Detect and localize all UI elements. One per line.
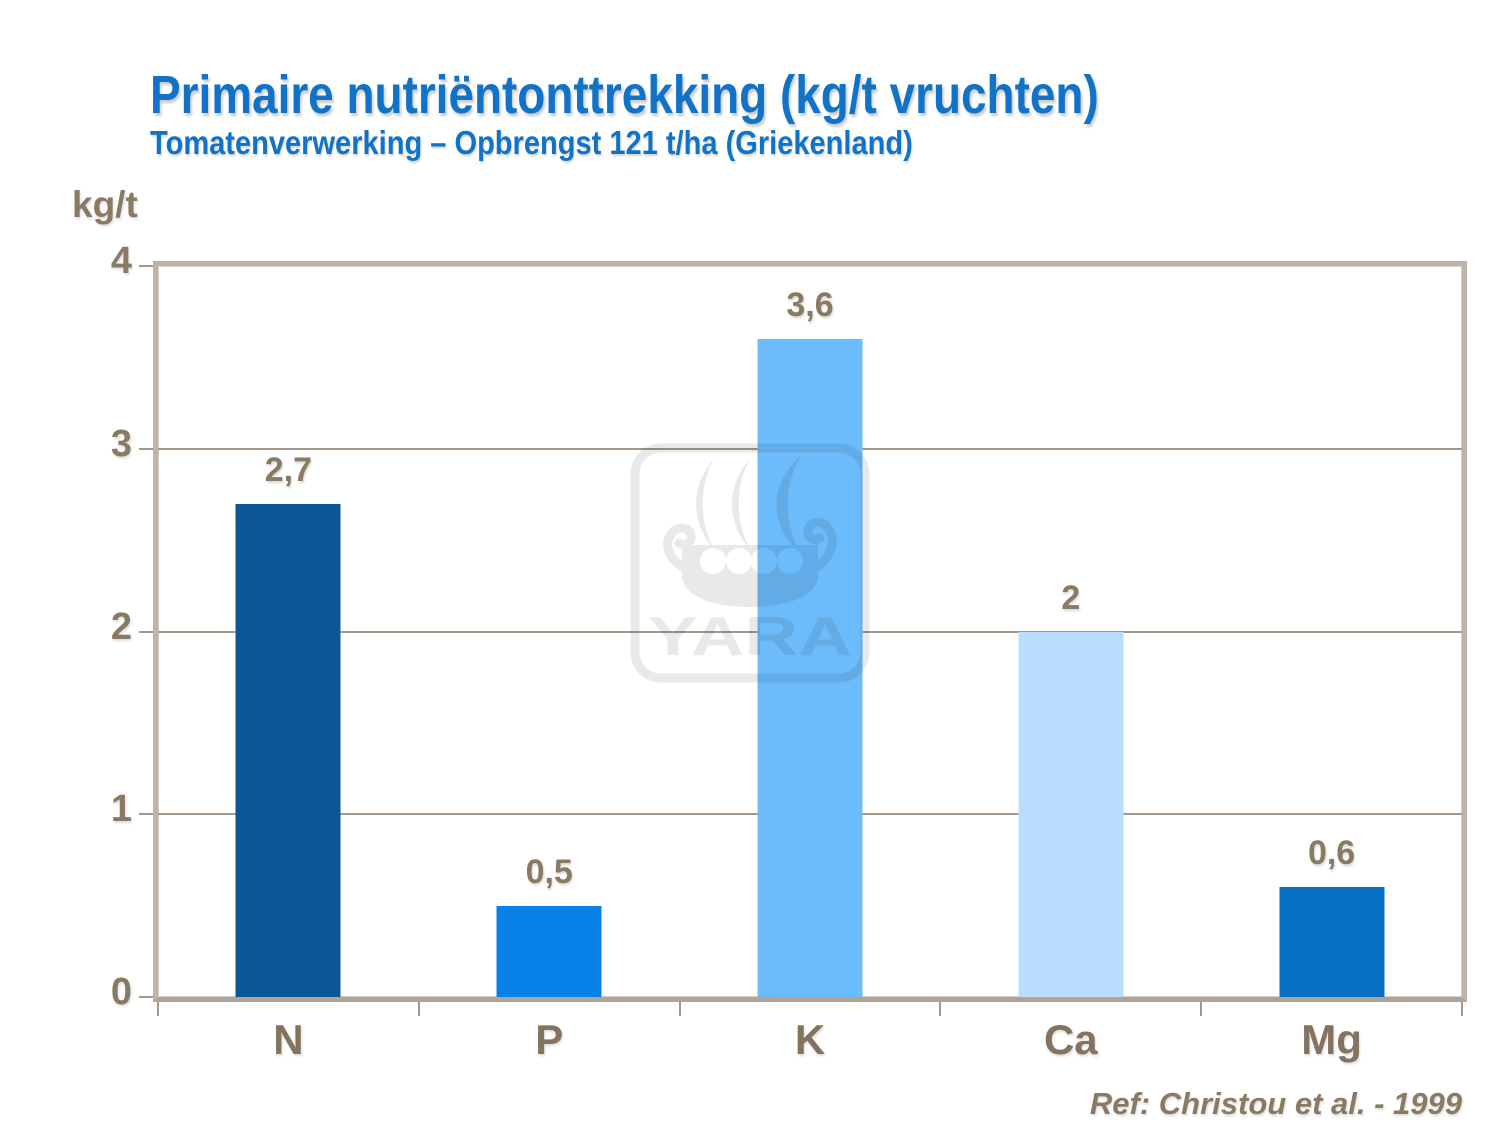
bars-row: 2,7 0,5 3,6 2 0,6 (158, 266, 1462, 997)
bar-value-K: 3,6 (786, 286, 834, 325)
x-tick (678, 1002, 681, 1016)
y-tick (139, 447, 154, 450)
bar-Mg (1279, 887, 1385, 997)
x-label-Mg: Mg (1301, 1016, 1362, 1063)
y-tick (139, 265, 154, 267)
x-label-P: P (535, 1016, 564, 1063)
y-tick (139, 813, 154, 816)
chart-title: Primaire nutriëntonttrekking (kg/t vruch… (150, 65, 1099, 125)
x-axis-labels: N P K Ca Mg (158, 1016, 1462, 1064)
bar-value-P: 0,5 (525, 852, 573, 891)
y-label-0: 0 (110, 971, 132, 1013)
bar-cell-K: 3,6 (680, 266, 941, 997)
x-label-N: N (273, 1016, 304, 1063)
x-tick (1200, 1002, 1203, 1016)
bar-N (235, 503, 341, 997)
y-label-1: 1 (110, 788, 132, 831)
bar-value-Ca: 2 (1061, 578, 1081, 617)
x-tick (157, 1002, 159, 1016)
bar-cell-N: 2,7 (158, 266, 419, 997)
y-label-3: 3 (110, 422, 132, 465)
y-label-4: 4 (110, 240, 132, 282)
bar-cell-Ca: 2 (940, 266, 1201, 997)
chart-subtitle: Tomatenverwerking – Opbrengst 121 t/ha (… (150, 124, 913, 161)
y-tick (139, 996, 154, 998)
x-axis-ticks (157, 1002, 1463, 1016)
x-tick (417, 1002, 420, 1016)
bar-K (757, 339, 863, 997)
bar-value-Mg: 0,6 (1307, 834, 1356, 873)
reference-text: Ref: Christou et al. - 1999 (1089, 1086, 1462, 1121)
bar-value-N: 2,7 (264, 450, 313, 489)
x-tick (939, 1002, 942, 1016)
y-tick (139, 630, 154, 633)
x-tick (1461, 1002, 1463, 1016)
y-axis-title: kg/t (72, 184, 138, 225)
plot-area: 2,7 0,5 3,6 2 0,6 YARA (153, 261, 1467, 1002)
bar-P (496, 905, 602, 997)
bar-cell-P: 0,5 (419, 266, 680, 997)
bar-Ca (1018, 631, 1124, 997)
x-label-Ca: Ca (1043, 1016, 1098, 1063)
bar-cell-Mg: 0,6 (1201, 266, 1462, 997)
x-label-K: K (794, 1016, 826, 1063)
y-axis-ticks (139, 265, 154, 998)
y-label-2: 2 (110, 605, 132, 648)
